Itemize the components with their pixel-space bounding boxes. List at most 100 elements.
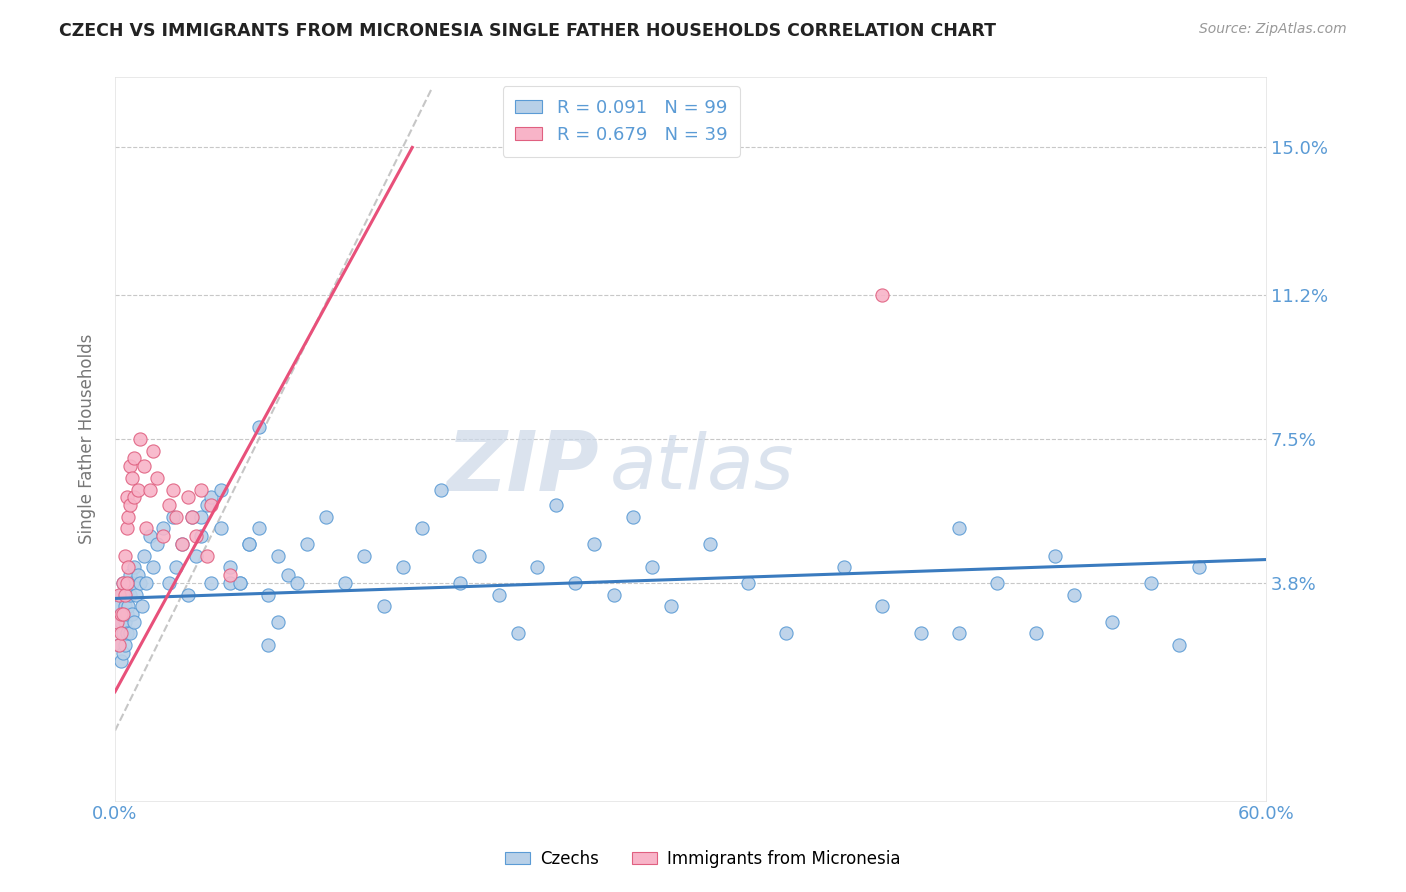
Text: CZECH VS IMMIGRANTS FROM MICRONESIA SINGLE FATHER HOUSEHOLDS CORRELATION CHART: CZECH VS IMMIGRANTS FROM MICRONESIA SING…	[59, 22, 995, 40]
Point	[411, 521, 433, 535]
Point	[120, 459, 142, 474]
Point	[180, 509, 202, 524]
Point	[127, 483, 149, 497]
Point	[238, 537, 260, 551]
Point	[602, 588, 624, 602]
Point	[1043, 549, 1066, 563]
Point	[122, 615, 145, 629]
Point	[506, 626, 529, 640]
Point	[132, 459, 155, 474]
Point	[114, 588, 136, 602]
Point	[157, 575, 180, 590]
Point	[165, 560, 187, 574]
Point	[621, 509, 644, 524]
Point	[267, 615, 290, 629]
Point	[219, 568, 242, 582]
Point	[200, 491, 222, 505]
Point	[115, 521, 138, 535]
Point	[127, 568, 149, 582]
Point	[564, 575, 586, 590]
Point	[200, 498, 222, 512]
Point	[121, 607, 143, 621]
Legend: R = 0.091   N = 99, R = 0.679   N = 39: R = 0.091 N = 99, R = 0.679 N = 39	[502, 87, 740, 157]
Point	[111, 607, 134, 621]
Text: Source: ZipAtlas.com: Source: ZipAtlas.com	[1199, 22, 1347, 37]
Point	[135, 521, 157, 535]
Point	[117, 560, 139, 574]
Point	[775, 626, 797, 640]
Point	[257, 638, 280, 652]
Point	[238, 537, 260, 551]
Point	[131, 599, 153, 614]
Text: ZIP: ZIP	[446, 427, 599, 508]
Point	[257, 588, 280, 602]
Point	[1188, 560, 1211, 574]
Point	[122, 451, 145, 466]
Point	[295, 537, 318, 551]
Point	[277, 568, 299, 582]
Point	[870, 288, 893, 302]
Point	[190, 509, 212, 524]
Point	[948, 626, 970, 640]
Point	[111, 646, 134, 660]
Point	[1101, 615, 1123, 629]
Point	[122, 491, 145, 505]
Point	[120, 498, 142, 512]
Point	[114, 599, 136, 614]
Point	[110, 588, 132, 602]
Point	[247, 521, 270, 535]
Point	[108, 599, 131, 614]
Point	[135, 575, 157, 590]
Point	[142, 560, 165, 574]
Point	[1139, 575, 1161, 590]
Point	[114, 549, 136, 563]
Point	[659, 599, 682, 614]
Point	[228, 575, 250, 590]
Point	[110, 654, 132, 668]
Point	[391, 560, 413, 574]
Point	[488, 588, 510, 602]
Point	[111, 575, 134, 590]
Point	[209, 521, 232, 535]
Point	[138, 483, 160, 497]
Point	[190, 483, 212, 497]
Point	[333, 575, 356, 590]
Point	[948, 521, 970, 535]
Point	[641, 560, 664, 574]
Point	[267, 549, 290, 563]
Point	[117, 509, 139, 524]
Point	[209, 483, 232, 497]
Point	[115, 626, 138, 640]
Point	[115, 491, 138, 505]
Legend: Czechs, Immigrants from Micronesia: Czechs, Immigrants from Micronesia	[499, 844, 907, 875]
Point	[1025, 626, 1047, 640]
Point	[105, 615, 128, 629]
Point	[142, 443, 165, 458]
Point	[138, 529, 160, 543]
Point	[165, 509, 187, 524]
Point	[180, 509, 202, 524]
Point	[430, 483, 453, 497]
Point	[583, 537, 606, 551]
Point	[468, 549, 491, 563]
Point	[315, 509, 337, 524]
Point	[247, 420, 270, 434]
Point	[122, 560, 145, 574]
Point	[115, 575, 138, 590]
Point	[157, 498, 180, 512]
Point	[105, 615, 128, 629]
Point	[117, 575, 139, 590]
Point	[162, 483, 184, 497]
Point	[1063, 588, 1085, 602]
Point	[910, 626, 932, 640]
Point	[117, 599, 139, 614]
Point	[108, 638, 131, 652]
Point	[184, 549, 207, 563]
Point	[110, 626, 132, 640]
Point	[146, 471, 169, 485]
Point	[177, 491, 200, 505]
Point	[986, 575, 1008, 590]
Point	[546, 498, 568, 512]
Point	[526, 560, 548, 574]
Point	[172, 537, 194, 551]
